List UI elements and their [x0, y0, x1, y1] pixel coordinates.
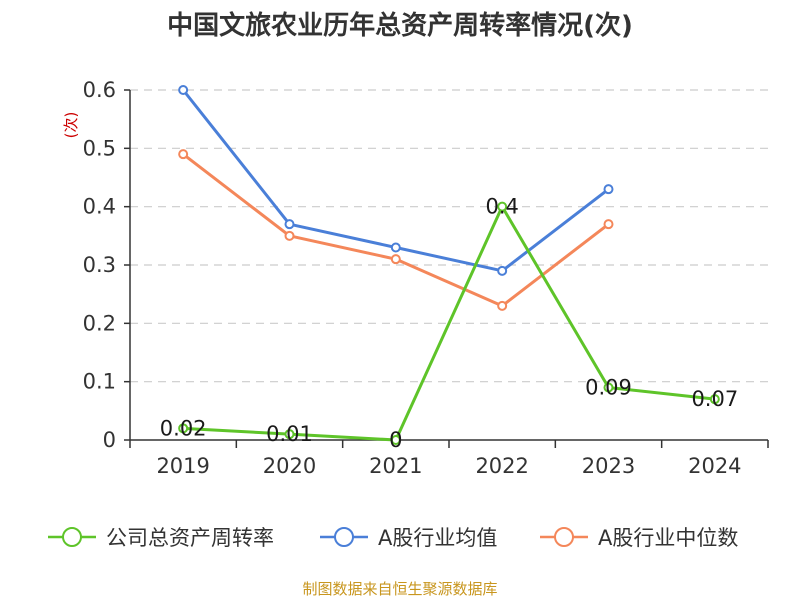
x-tick-label: 2022 — [475, 454, 528, 478]
y-tick-label: 0.2 — [83, 311, 116, 335]
legend: 公司总资产周转率 A股行业均值 A股行业中位数 — [48, 526, 738, 550]
data-label: 0.07 — [691, 387, 738, 411]
data-point — [284, 429, 295, 440]
data-point — [390, 435, 401, 445]
legend-marker — [62, 527, 82, 547]
x-tick-label: 2019 — [156, 454, 209, 478]
data-point — [497, 201, 508, 212]
y-tick-label: 0.6 — [83, 78, 116, 102]
chart-title: 中国文旅农业历年总资产周转率情况(次) — [167, 10, 633, 41]
data-point — [603, 184, 614, 195]
y-tick-label: 0.5 — [83, 136, 116, 160]
grid-lines — [130, 89, 768, 383]
series-line — [183, 205, 715, 442]
legend-marker — [334, 527, 354, 547]
data-point — [284, 219, 295, 230]
legend-label: 公司总资产周转率 — [106, 526, 274, 550]
y-axis-label: (次) — [62, 112, 80, 139]
data-label: 0.01 — [266, 422, 313, 446]
axes: 0 0.1 0.2 0.3 0.4 0.5 0.6 2019 2020 2021 2022 2023 2… — [83, 78, 769, 478]
data-point — [603, 382, 614, 393]
legend-label: A股行业中位数 — [598, 526, 738, 550]
data-label: 0.02 — [160, 416, 207, 440]
data-point — [178, 149, 189, 160]
y-tick-label: 0.1 — [83, 370, 116, 394]
source-note: 制图数据来自恒生聚源数据库 — [302, 580, 497, 598]
y-tick-label: 0.3 — [83, 253, 116, 277]
x-tick-label: 2024 — [688, 454, 741, 478]
data-label: 0 — [389, 428, 402, 452]
y-tick-label: 0 — [103, 428, 116, 452]
legend-label: A股行业均值 — [378, 526, 497, 550]
data-label: 0.09 — [585, 376, 632, 400]
legend-marker — [554, 527, 574, 547]
x-tick-label: 2020 — [263, 454, 316, 478]
x-tick-label: 2023 — [582, 454, 635, 478]
data-point — [178, 85, 189, 95]
data-point — [178, 423, 189, 434]
data-point — [284, 230, 295, 241]
data-point — [603, 219, 614, 230]
data-point — [709, 394, 720, 405]
data-point — [497, 300, 508, 311]
series-group: 0.02 0.01 0 0.4 0.09 0.07 — [160, 85, 738, 452]
y-tick-label: 0.4 — [83, 195, 116, 219]
data-point — [390, 254, 401, 265]
x-tick-label: 2021 — [369, 454, 422, 478]
data-label: 0.4 — [485, 195, 518, 219]
data-point — [497, 265, 508, 276]
data-point — [390, 242, 401, 253]
series-line — [182, 152, 610, 308]
